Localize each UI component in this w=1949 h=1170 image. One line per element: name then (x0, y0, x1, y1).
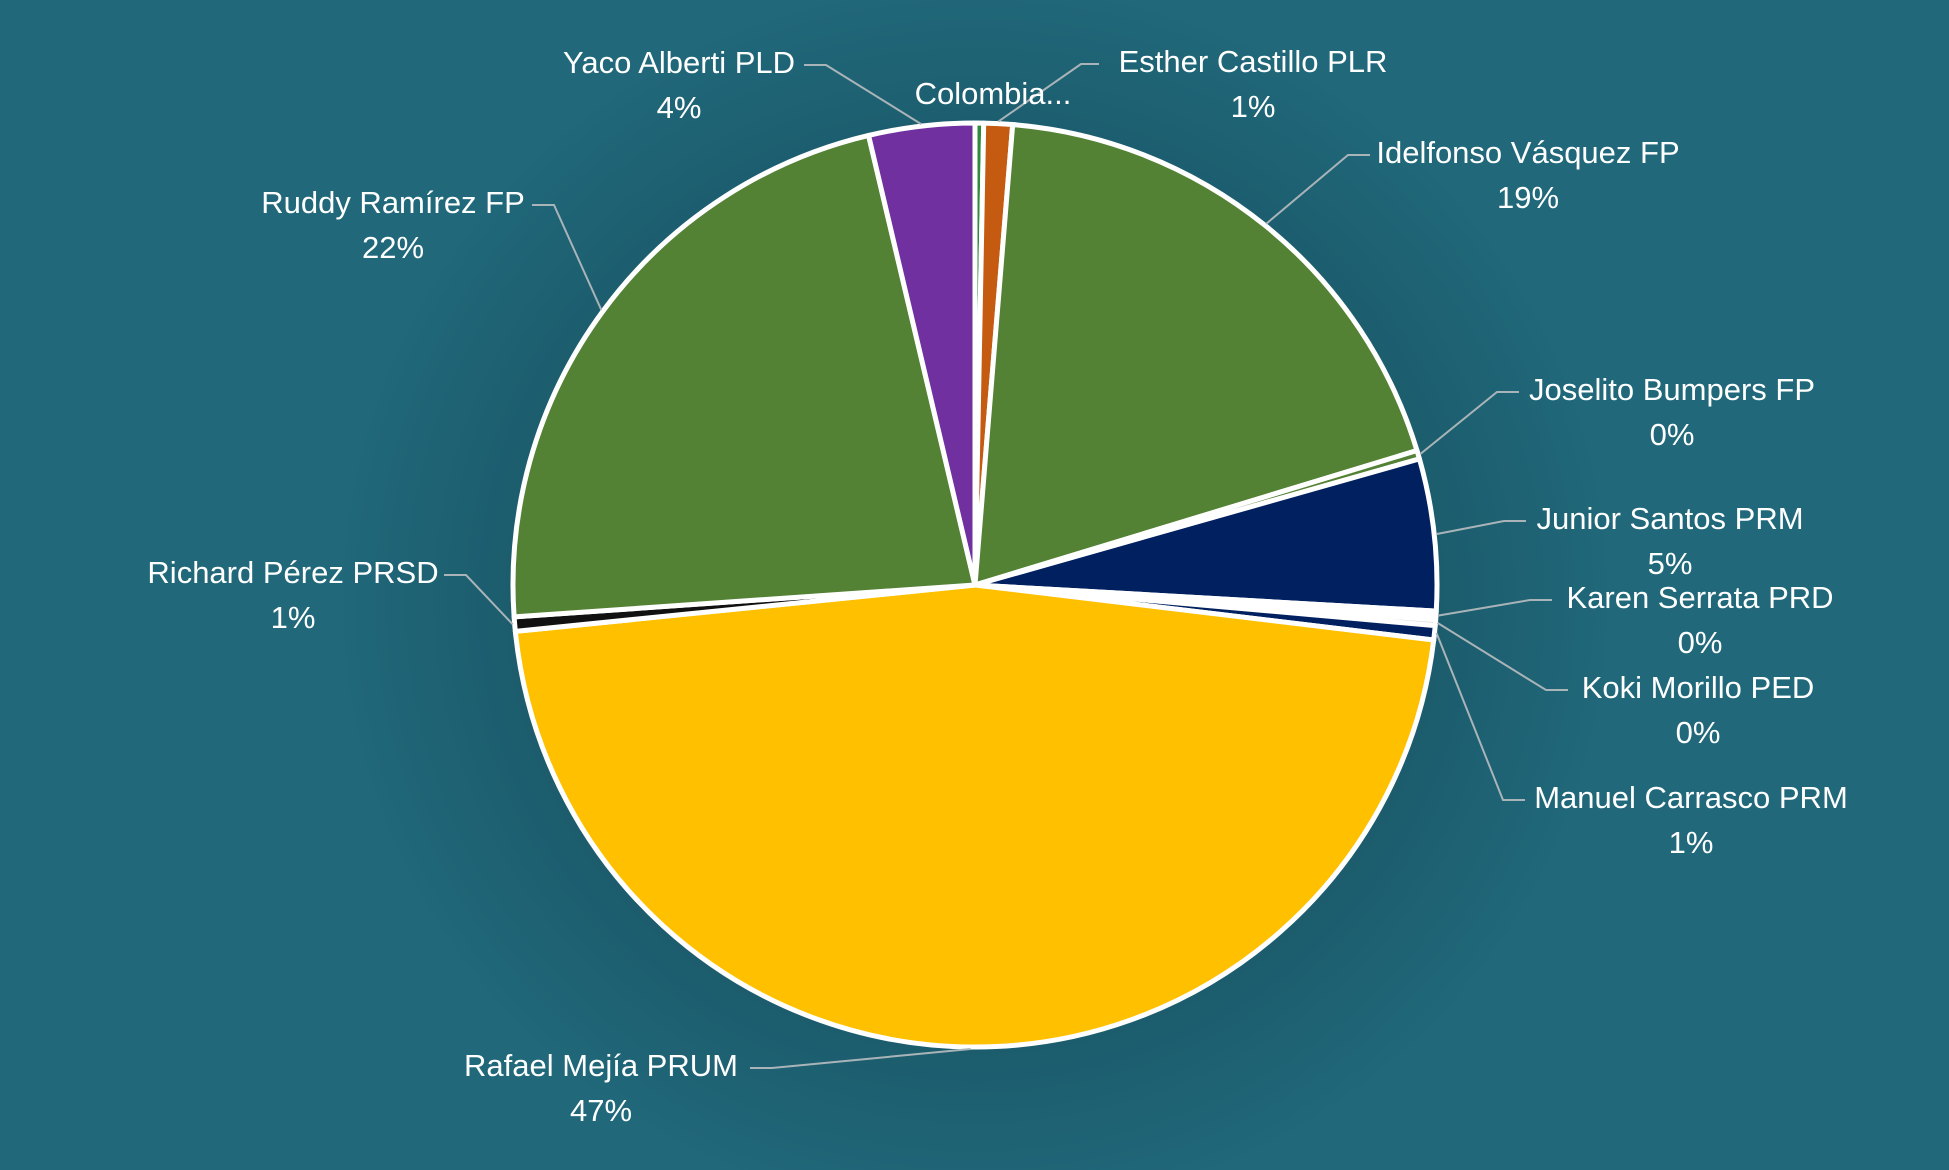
leader-line (444, 574, 514, 625)
slice-label: Esther Castillo PLR (1119, 44, 1388, 79)
leader-line (750, 1048, 971, 1069)
slice-percent-label: 5% (1648, 546, 1693, 581)
pie-slice (512, 582, 1437, 1050)
pie-slice (972, 122, 1420, 588)
slice-label: Koki Morillo PED (1582, 670, 1815, 705)
slices (510, 120, 1440, 1050)
slice-label: Rafael Mejía PRUM (464, 1048, 738, 1083)
pie-slice (866, 120, 978, 588)
slice-percent-label: 1% (1669, 825, 1714, 860)
leader-line (1437, 599, 1552, 617)
pie-slice (510, 132, 978, 620)
slice-percent-label: 4% (657, 90, 702, 125)
slice-label: Manuel Carrasco PRM (1534, 780, 1848, 815)
leader-line (1436, 520, 1526, 536)
slice-percent-label: 19% (1497, 180, 1559, 215)
slice-percent-label: 0% (1650, 417, 1695, 452)
slice-label: Richard Pérez PRSD (147, 555, 438, 590)
leader-line (1436, 622, 1568, 691)
slice-percent-label: 0% (1676, 715, 1721, 750)
slice-label: Joselito Bumpers FP (1529, 372, 1815, 407)
slice-label: Ruddy Ramírez FP (261, 185, 525, 220)
slice-label: Karen Serrata PRD (1566, 580, 1833, 615)
slice-percent-label: 22% (362, 230, 424, 265)
slice-label: Idelfonso Vásquez FP (1376, 135, 1679, 170)
leader-lines (444, 63, 1568, 1069)
leader-line (1435, 632, 1525, 801)
slice-percent-label: 1% (1231, 89, 1276, 124)
leader-line (804, 64, 922, 125)
slice-percent-label: 1% (271, 600, 316, 635)
leader-line (997, 63, 1099, 123)
slice-label: Junior Santos PRM (1536, 501, 1803, 536)
slice-label: Colombia... (915, 76, 1072, 111)
leader-line (1419, 391, 1519, 455)
slice-label: Yaco Alberti PLD (563, 45, 795, 80)
pie-slice (972, 456, 1440, 614)
data-labels: Colombia... Esther Castillo PLR 1% Idelfons… (147, 44, 1847, 1128)
slice-percent-label: 47% (570, 1093, 632, 1128)
slice-percent-label: 0% (1678, 625, 1723, 660)
leader-line (532, 204, 603, 311)
leader-line (1265, 154, 1370, 225)
